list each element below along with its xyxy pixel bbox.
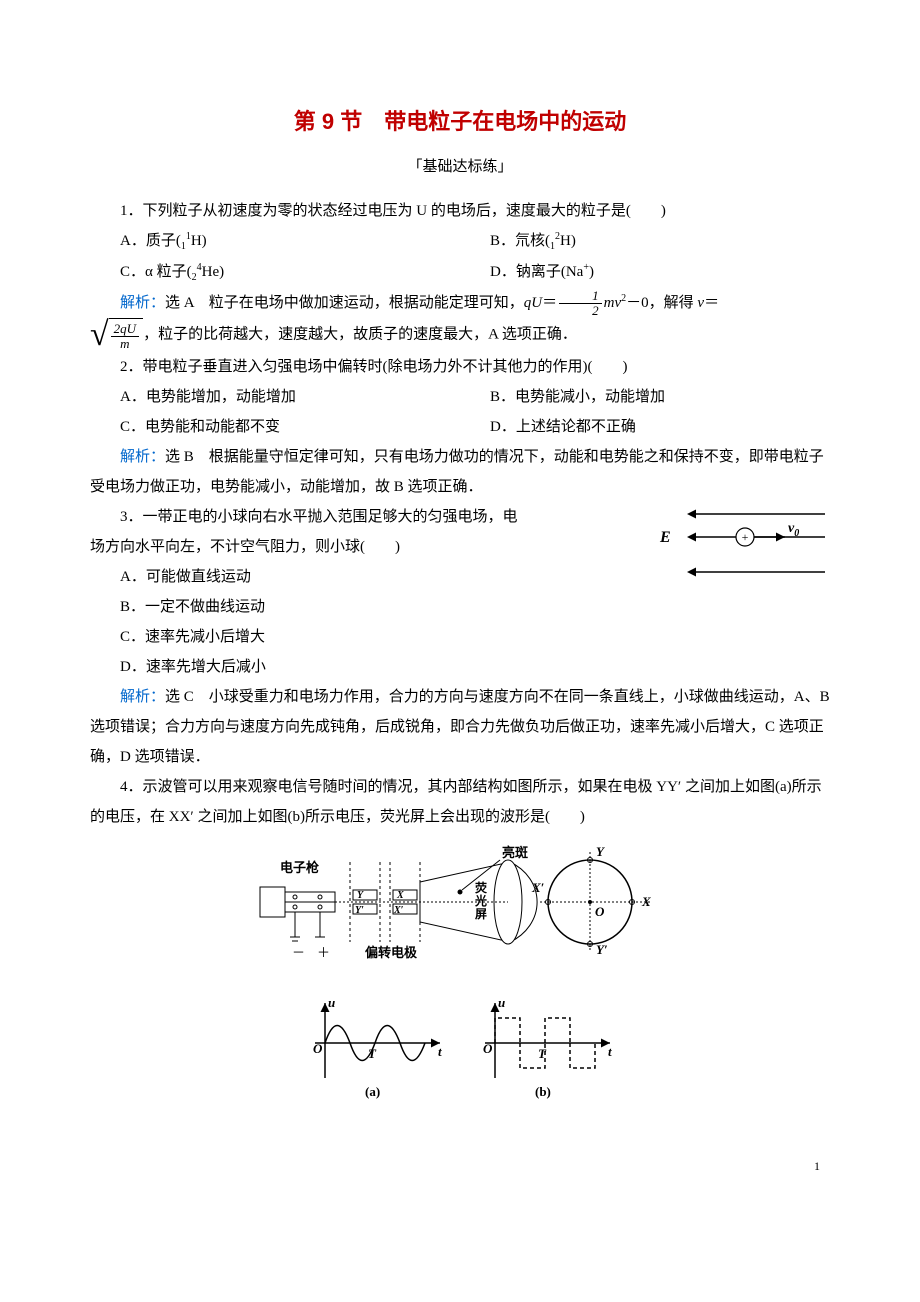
svg-text:O: O <box>483 1041 493 1056</box>
voltage-graphs: O u t T (a) O u t T (b) <box>295 993 625 1103</box>
svg-text:u: u <box>328 995 335 1010</box>
q3-figure: + E v0 <box>650 502 830 593</box>
q2-optC: C．电势能和动能都不变 <box>90 412 460 442</box>
svg-text:X: X <box>641 894 651 909</box>
svg-text:偏转电极: 偏转电极 <box>365 945 418 960</box>
analysis-label: 解析： <box>120 689 165 705</box>
svg-text:t: t <box>608 1044 612 1059</box>
q2-optB: B．电势能减小，动能增加 <box>460 382 830 412</box>
svg-text:亮斑: 亮斑 <box>502 845 528 860</box>
subtitle: 「基础达标练」 <box>90 152 830 182</box>
svg-text:(b): (b) <box>535 1084 551 1099</box>
q3-optD: D．速率先增大后减小 <box>90 652 830 682</box>
q1-stem: 1．下列粒子从初速度为零的状态经过电压为 U 的电场后，速度最大的粒子是( ) <box>90 196 830 226</box>
svg-text:+: + <box>742 530 749 544</box>
svg-text:光: 光 <box>474 893 487 908</box>
oscilloscope-diagram: 电子枪 － ＋ Y Y′ X X′ 偏转电极 亮斑 荧 光 屏 <box>250 842 670 972</box>
q1-analysis: 解析：选 A 粒子在电场中做加速运动，根据动能定理可知，qU＝12mv2－0，解… <box>90 288 830 318</box>
analysis-label: 解析： <box>120 449 165 465</box>
q1-optB: B．氘核(12H) <box>460 226 830 257</box>
q3-optB: B．一定不做曲线运动 <box>90 592 830 622</box>
svg-text:E: E <box>659 529 671 546</box>
q4-figure-waves: O u t T (a) O u t T (b) <box>90 993 830 1114</box>
q1-options-row1: A．质子(11H) B．氘核(12H) <box>90 226 830 257</box>
svg-text:X′: X′ <box>393 905 404 916</box>
svg-text:Y: Y <box>357 890 364 901</box>
svg-text:－: － <box>292 945 305 960</box>
analysis-label: 解析： <box>120 295 165 311</box>
q1-optD: D．钠离子(Na+) <box>460 257 830 288</box>
svg-text:X′: X′ <box>531 880 545 895</box>
svg-text:u: u <box>498 995 505 1010</box>
svg-text:＋: ＋ <box>317 945 330 960</box>
page-number: 1 <box>90 1154 830 1178</box>
svg-text:t: t <box>438 1044 442 1059</box>
svg-text:Y′: Y′ <box>596 942 608 957</box>
q1-optC: C．α 粒子(24He) <box>90 257 460 288</box>
q1-optA: A．质子(11H) <box>90 226 460 257</box>
page-title: 第 9 节 带电粒子在电场中的运动 <box>90 100 830 144</box>
svg-text:(a): (a) <box>365 1084 380 1099</box>
svg-text:Y′: Y′ <box>355 905 364 916</box>
svg-text:O: O <box>595 904 605 919</box>
q2-stem: 2．带电粒子垂直进入匀强电场中偏转时(除电场力外不计其他力的作用)( ) <box>90 352 830 382</box>
svg-text:T: T <box>368 1046 377 1061</box>
q2-options-row2: C．电势能和动能都不变 D．上述结论都不正确 <box>90 412 830 442</box>
q2-analysis: 解析：选 B 根据能量守恒定律可知，只有电场力做功的情况下，动能和电势能之和保持… <box>90 442 830 502</box>
q3-field-diagram: + E v0 <box>650 502 830 582</box>
q2-options-row1: A．电势能增加，动能增加 B．电势能减小，动能增加 <box>90 382 830 412</box>
q3-optC: C．速率先减小后增大 <box>90 622 830 652</box>
svg-text:屏: 屏 <box>474 907 487 921</box>
svg-text:荧: 荧 <box>475 880 488 895</box>
q4-stem: 4．示波管可以用来观察电信号随时间的情况，其内部结构如图所示，如果在电极 YY′… <box>90 772 830 832</box>
sqrt-icon: √ 2qUm <box>90 318 143 352</box>
q1-options-row2: C．α 粒子(24He) D．钠离子(Na+) <box>90 257 830 288</box>
svg-text:Y: Y <box>596 844 605 859</box>
svg-text:电子枪: 电子枪 <box>280 860 319 875</box>
q1-analysis-line2: √ 2qUm ，粒子的比荷越大，速度越大，故质子的速度最大，A 选项正确． <box>90 318 830 352</box>
q2-optD: D．上述结论都不正确 <box>460 412 830 442</box>
svg-text:O: O <box>313 1041 323 1056</box>
frac-half: 12 <box>559 289 602 319</box>
svg-text:X: X <box>396 890 404 901</box>
q4-figure-tube: 电子枪 － ＋ Y Y′ X X′ 偏转电极 亮斑 荧 光 屏 <box>90 842 830 983</box>
svg-text:T: T <box>538 1046 547 1061</box>
q3-analysis: 解析：选 C 小球受重力和电场力作用，合力的方向与速度方向不在同一条直线上，小球… <box>90 682 830 772</box>
q2-optA: A．电势能增加，动能增加 <box>90 382 460 412</box>
